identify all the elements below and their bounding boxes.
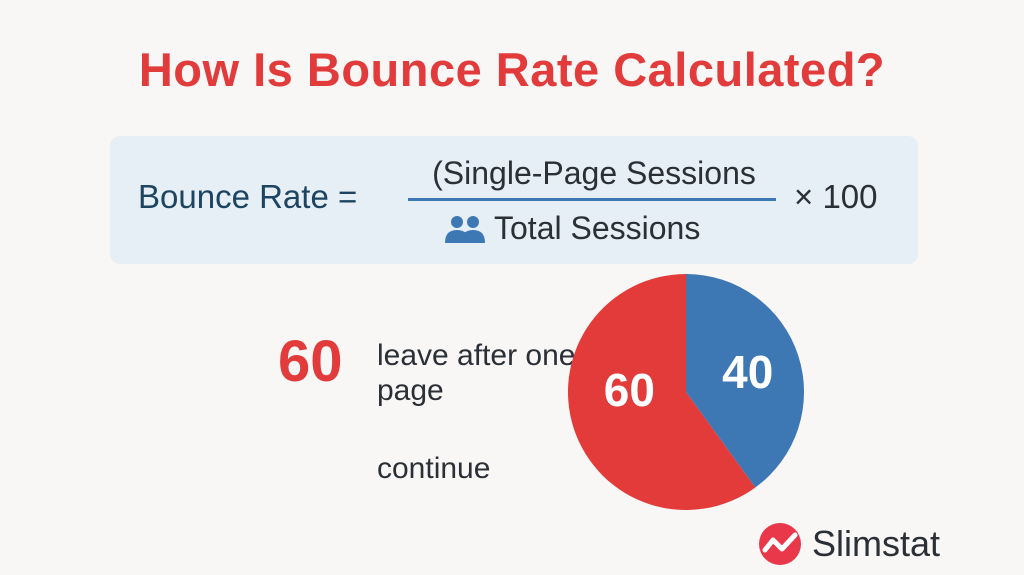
users-icon	[445, 215, 485, 243]
pie-slice-40	[686, 274, 804, 488]
pie-label-40: 40	[722, 346, 773, 398]
slimstat-logo-icon	[759, 523, 801, 565]
pie-label-60: 60	[604, 364, 655, 416]
fraction-bar	[408, 198, 776, 201]
bounce-text: leave after one page	[377, 339, 576, 407]
denominator-text: Total Sessions	[494, 210, 701, 246]
page-title: How Is Bounce Rate Calculated?	[138, 43, 886, 96]
bounce-value: 60	[278, 329, 343, 394]
pie-slice-60	[568, 274, 756, 510]
brand-logo: Slimstat	[758, 522, 940, 566]
formula-lhs: Bounce Rate =	[138, 178, 358, 215]
continue-text: continue	[377, 452, 491, 485]
brand-name: Slimstat	[812, 523, 941, 564]
formula-denominator: Total Sessions	[444, 210, 700, 247]
pie-chart: 40 60	[568, 274, 804, 510]
formula-numerator: (Single-Page Sessions	[432, 155, 756, 191]
formula-multiplier: × 100	[794, 178, 878, 215]
